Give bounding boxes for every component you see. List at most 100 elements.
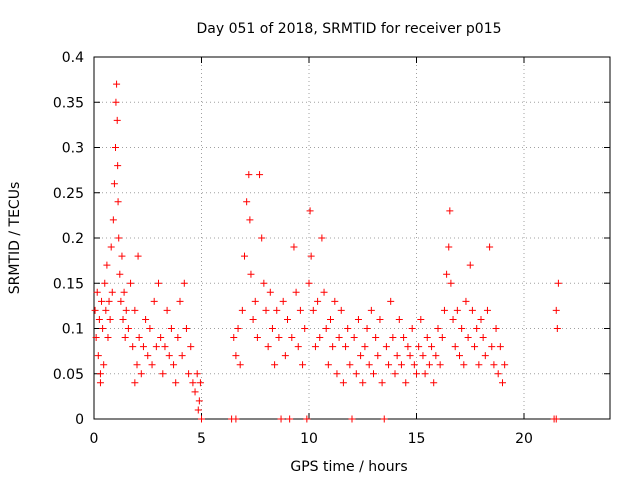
data-point — [372, 334, 380, 342]
data-point — [348, 415, 356, 423]
y-tick-label: 0 — [75, 412, 84, 428]
chart-title: Day 051 of 2018, SRMTID for receiver p01… — [196, 21, 501, 37]
data-point — [114, 162, 122, 170]
data-point — [194, 406, 202, 414]
data-point — [122, 306, 130, 314]
data-point — [92, 334, 100, 342]
data-point — [148, 361, 156, 369]
data-point — [178, 352, 186, 360]
data-point — [344, 325, 352, 332]
data-point — [182, 325, 190, 332]
data-point — [306, 207, 314, 215]
data-point — [256, 171, 264, 179]
data-point — [337, 306, 345, 314]
data-point — [410, 361, 418, 369]
data-point — [425, 361, 433, 369]
data-point — [121, 334, 129, 342]
data-point — [292, 288, 300, 296]
data-point — [103, 261, 111, 269]
data-point — [277, 415, 285, 423]
data-point — [404, 343, 412, 351]
data-point — [163, 306, 171, 314]
data-point — [440, 306, 448, 314]
data-point — [266, 288, 274, 296]
data-point — [262, 306, 270, 314]
data-point — [331, 297, 339, 305]
data-point — [139, 343, 147, 351]
data-point — [327, 315, 334, 323]
data-point — [236, 361, 244, 369]
data-point — [127, 279, 135, 287]
x-axis-label: GPS time / hours — [290, 459, 407, 475]
data-point — [339, 379, 347, 387]
data-point — [157, 334, 165, 342]
data-point — [335, 334, 343, 342]
data-point — [432, 352, 440, 360]
data-point — [174, 334, 182, 342]
data-point — [438, 334, 446, 342]
data-point — [352, 370, 360, 378]
data-point — [492, 325, 500, 332]
data-point — [155, 279, 162, 287]
data-point — [191, 388, 199, 396]
data-point — [393, 352, 401, 360]
data-point — [413, 370, 420, 378]
data-point — [113, 80, 121, 88]
data-point — [449, 315, 457, 323]
data-point — [296, 306, 304, 314]
y-tick-label: 0.4 — [62, 50, 84, 66]
data-point — [96, 370, 104, 378]
data-point — [116, 270, 124, 278]
data-point — [198, 415, 205, 423]
data-point — [329, 343, 337, 351]
data-point — [234, 325, 242, 332]
data-point — [475, 361, 483, 369]
data-point — [354, 315, 362, 323]
data-point — [104, 334, 112, 342]
y-axis-label: SRMTID / TECUs — [7, 182, 23, 295]
data-point — [451, 343, 459, 351]
data-point — [322, 325, 330, 332]
data-point — [232, 352, 240, 360]
data-point — [150, 297, 158, 305]
data-point — [100, 361, 108, 369]
data-point — [468, 306, 476, 314]
data-point — [118, 252, 126, 260]
data-point — [106, 315, 114, 323]
data-point — [402, 379, 410, 387]
data-point — [370, 370, 377, 378]
data-point — [253, 334, 261, 342]
y-tick-label: 0.3 — [62, 141, 84, 157]
data-point — [423, 334, 431, 342]
data-point — [249, 315, 257, 323]
data-point — [238, 306, 246, 314]
y-tick-label: 0.1 — [62, 322, 84, 338]
data-point — [445, 243, 453, 251]
data-point — [95, 315, 103, 323]
data-points — [91, 80, 562, 423]
data-point — [112, 144, 119, 151]
data-point — [419, 352, 427, 360]
data-point — [273, 306, 281, 314]
data-point — [311, 343, 319, 351]
data-point — [161, 343, 169, 351]
data-point — [417, 315, 425, 323]
data-point — [408, 325, 416, 332]
data-point — [102, 306, 110, 314]
data-point — [110, 180, 118, 188]
data-point — [113, 116, 121, 124]
data-point — [187, 343, 195, 351]
data-point — [552, 415, 560, 423]
data-point — [359, 379, 367, 387]
data-point — [98, 297, 106, 305]
data-point — [553, 325, 561, 332]
data-point — [94, 352, 102, 360]
data-point — [318, 234, 326, 242]
data-point — [290, 243, 298, 251]
data-point — [91, 306, 99, 314]
x-tick-label: 5 — [197, 431, 206, 447]
data-point — [380, 415, 388, 423]
data-point — [288, 334, 296, 342]
y-tick-label: 0.15 — [53, 276, 84, 292]
data-point — [167, 325, 175, 332]
